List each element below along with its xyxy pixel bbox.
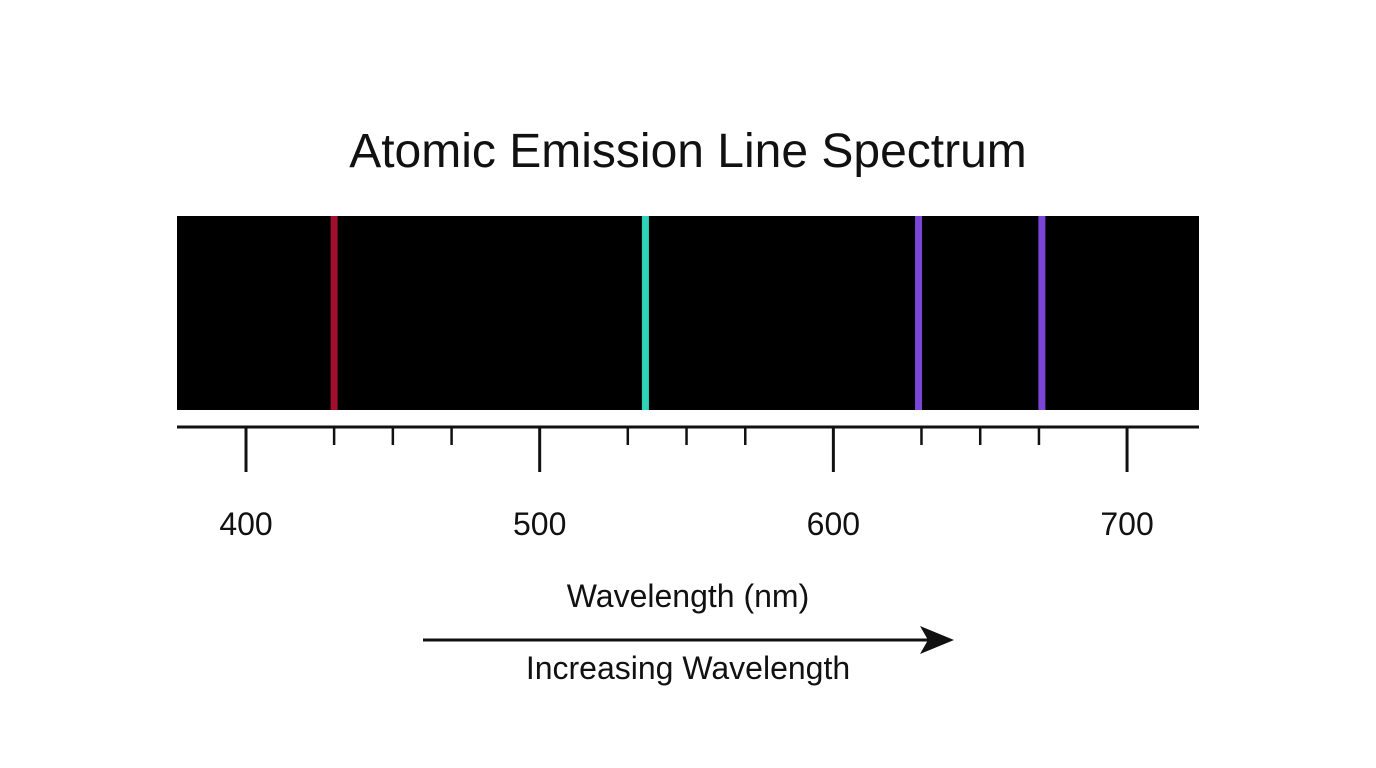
x-axis-ticks — [244, 427, 1129, 472]
tick-label-600: 600 — [807, 506, 860, 542]
tick-label-500: 500 — [513, 506, 566, 542]
spectrum-band — [177, 216, 1199, 410]
direction-arrow — [423, 626, 954, 654]
emission-line-671 — [1038, 216, 1046, 410]
tick-label-400: 400 — [219, 506, 272, 542]
emission-line-629 — [915, 216, 923, 410]
emission-line-430 — [330, 216, 338, 410]
direction-label: Increasing Wavelength — [525, 650, 851, 686]
x-axis-label: Wavelength (nm) — [566, 578, 810, 614]
chart-title: Atomic Emission Line Spectrum — [349, 125, 1027, 178]
emission-lines — [330, 216, 1046, 410]
tick-label-700: 700 — [1100, 506, 1153, 542]
direction-arrow-head — [920, 626, 954, 654]
emission-line-536 — [641, 216, 649, 410]
x-axis-tick-labels: 400 500 600 700 — [219, 506, 1153, 542]
